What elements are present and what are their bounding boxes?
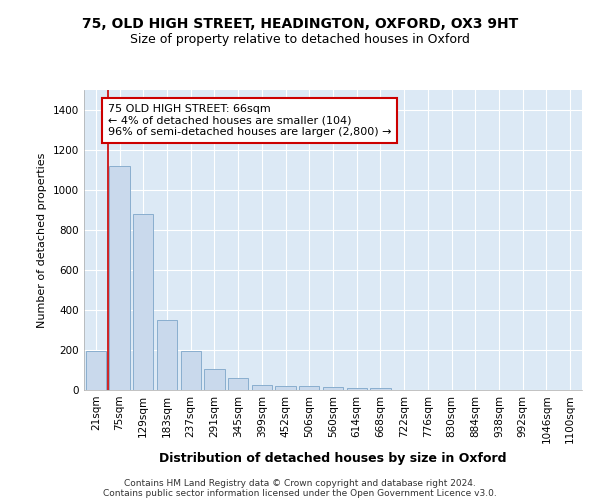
Bar (252, 385, 272, 390)
Bar (133, 214, 154, 390)
Text: Size of property relative to detached houses in Oxford: Size of property relative to detached ho… (130, 32, 470, 46)
Text: Contains HM Land Registry data © Crown copyright and database right 2024.: Contains HM Land Registry data © Crown c… (124, 478, 476, 488)
Text: 75, OLD HIGH STREET, HEADINGTON, OXFORD, OX3 9HT: 75, OLD HIGH STREET, HEADINGTON, OXFORD,… (82, 18, 518, 32)
Bar (275, 386, 296, 390)
Bar (181, 351, 201, 390)
Bar (109, 166, 130, 390)
Bar (205, 369, 224, 390)
Bar (323, 387, 343, 390)
Bar (157, 320, 177, 390)
Text: 75 OLD HIGH STREET: 66sqm
← 4% of detached houses are smaller (104)
96% of semi-: 75 OLD HIGH STREET: 66sqm ← 4% of detach… (108, 104, 391, 137)
Bar (86, 351, 106, 390)
Y-axis label: Number of detached properties: Number of detached properties (37, 152, 47, 328)
Bar (347, 388, 367, 390)
Bar (370, 388, 391, 390)
Bar (299, 386, 319, 390)
Bar (228, 378, 248, 390)
X-axis label: Distribution of detached houses by size in Oxford: Distribution of detached houses by size … (159, 452, 507, 465)
Text: Contains public sector information licensed under the Open Government Licence v3: Contains public sector information licen… (103, 488, 497, 498)
